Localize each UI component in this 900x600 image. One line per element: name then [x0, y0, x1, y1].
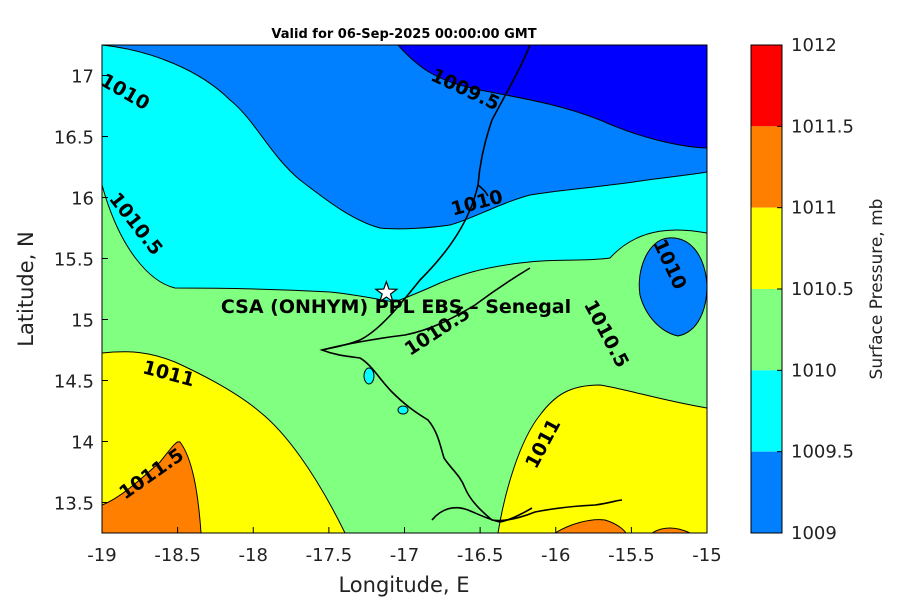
pressure-cell-1009-5 — [638, 237, 707, 337]
colorbar-ticks: 1012 1011.5 1011 1010.5 1010 1009.5 1009 — [777, 35, 854, 544]
x-axis-label: Longitude, E — [338, 573, 469, 597]
colorbar-tick-label: 1009 — [791, 523, 837, 544]
y-axis-label: Latitude, N — [14, 231, 38, 347]
y-tick-label: 13.5 — [54, 494, 94, 515]
colorbar-label: Surface Pressure, mb — [867, 199, 887, 380]
x-tick-label: -18 — [239, 545, 268, 566]
colorbar-band — [751, 126, 782, 208]
site-label: CSA (ONHYM) PPL EBS – Senegal — [221, 296, 571, 318]
y-tick-label: 14.5 — [54, 372, 94, 393]
colorbar-tick-label: 1011.5 — [791, 116, 854, 137]
x-tick-label: -15.5 — [608, 545, 655, 566]
colorbar-tick-label: 1012 — [791, 35, 837, 56]
y-tick-label: 15.5 — [54, 250, 94, 271]
x-tick-label: -19 — [87, 545, 116, 566]
pressure-band-1009 — [397, 45, 707, 149]
y-tick-label: 14 — [71, 433, 94, 454]
colorbar — [751, 45, 782, 533]
x-tick-label: -16.5 — [457, 545, 504, 566]
x-tick-label: -16 — [541, 545, 570, 566]
y-tick-label: 16 — [71, 189, 94, 210]
colorbar-band — [751, 451, 782, 533]
colorbar-tick-label: 1009.5 — [791, 442, 854, 463]
pressure-band-1011-5-south — [554, 519, 627, 533]
coastline — [319, 45, 623, 523]
colorbar-tick-label: 1010.5 — [791, 279, 854, 300]
x-tick-label: -18.5 — [154, 545, 201, 566]
site-marker-star[interactable] — [374, 279, 399, 304]
x-tick-label: -17 — [390, 545, 419, 566]
lake-1 — [363, 367, 375, 385]
pressure-band-1011-5 — [102, 441, 202, 533]
colorbar-tick-label: 1010 — [791, 360, 837, 381]
y-axis-ticks: 13.5 14 14.5 15 15.5 16 16.5 17 — [54, 67, 108, 515]
colorbar-band — [751, 207, 782, 289]
pressure-band-1011-east — [497, 384, 707, 533]
x-axis-ticks: -19 -18.5 -18 -17.5 -17 -16.5 -16 -15.5 -15 — [87, 527, 722, 566]
y-tick-label: 17 — [71, 67, 94, 88]
lake-2 — [397, 405, 409, 415]
y-tick-label: 16.5 — [54, 128, 94, 149]
y-tick-label: 15 — [71, 311, 94, 332]
colorbar-band — [751, 370, 782, 452]
x-tick-label: -17.5 — [306, 545, 353, 566]
map-title: Valid for 06-Sep-2025 00:00:00 GMT — [271, 27, 536, 42]
colorbar-band — [751, 45, 782, 127]
x-tick-label: -15 — [692, 545, 721, 566]
colorbar-band — [751, 289, 782, 371]
colorbar-tick-label: 1011 — [791, 198, 837, 219]
